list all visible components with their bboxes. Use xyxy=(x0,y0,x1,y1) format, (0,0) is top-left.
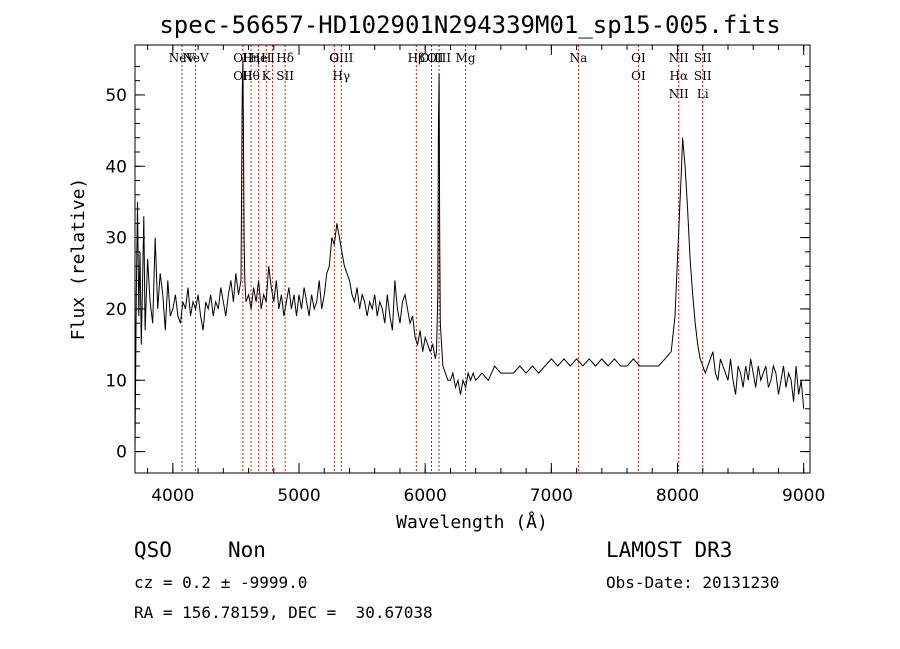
plot-frame xyxy=(134,44,811,474)
line-label: Hα xyxy=(669,69,688,83)
line-label: OI xyxy=(631,51,646,65)
x-tick-label: 9000 xyxy=(782,486,825,506)
line-label: OIII xyxy=(329,51,353,65)
line-label: OII xyxy=(233,51,253,65)
object-subclass: Non xyxy=(228,538,266,562)
line-label: OI xyxy=(631,69,646,83)
x-tick-label: 6000 xyxy=(404,486,447,506)
line-label: Hη xyxy=(242,51,260,65)
x-tick-label: 8000 xyxy=(656,486,699,506)
line-label: Na xyxy=(570,51,588,65)
x-axis-label: Wavelength (Å) xyxy=(396,511,548,533)
line-label: NII xyxy=(669,87,689,101)
chart-title: spec-56657-HD102901N294339M01_sp15-005.f… xyxy=(159,11,780,39)
spectrum-series xyxy=(134,59,805,452)
line-label: Mg xyxy=(456,51,476,65)
y-tick-label: 50 xyxy=(105,86,127,106)
line-label: Li xyxy=(697,87,709,101)
line-label: NII xyxy=(669,51,689,65)
x-tick-label: 4000 xyxy=(151,486,194,506)
y-tick-label: 10 xyxy=(105,371,127,391)
line-label: G xyxy=(330,51,340,65)
y-tick-label: 40 xyxy=(105,157,127,177)
observation-date: Obs-Date: 20131230 xyxy=(606,573,780,592)
axis-ticks: 4000 5000 6000 7000 8000 9000 0 10 20 30 40 50 xyxy=(105,45,825,506)
spectrum-chart: spec-56657-HD102901N294339M01_sp15-005.f… xyxy=(68,11,825,533)
line-label: NeV xyxy=(182,51,209,65)
line-label: I xyxy=(270,51,275,65)
x-tick-label: 7000 xyxy=(530,486,573,506)
line-label: OIII xyxy=(427,51,451,65)
coordinates-readout: RA = 156.78159, DEC = 30.67038 xyxy=(134,603,433,622)
line-label: K xyxy=(262,69,272,83)
line-label: Hθ xyxy=(242,69,260,83)
redshift-readout: cz = 0.2 ± -9999.0 xyxy=(134,573,308,592)
y-axis-label: Flux (relative) xyxy=(68,178,89,341)
line-label: He xyxy=(250,51,268,65)
object-class: QSO xyxy=(134,538,172,562)
line-label: Hδ xyxy=(276,51,294,65)
line-label: H xyxy=(261,51,271,65)
y-tick-label: 0 xyxy=(116,443,127,463)
x-tick-label: 5000 xyxy=(277,486,320,506)
y-tick-label: 20 xyxy=(105,300,127,320)
survey-name: LAMOST DR3 xyxy=(606,538,733,562)
line-label: SII xyxy=(694,51,712,65)
line-label: Hγ xyxy=(332,69,350,83)
line-label: NeV xyxy=(169,51,196,65)
spectral-line-markers xyxy=(181,45,704,473)
y-tick-label: 30 xyxy=(105,229,127,249)
line-label: SII xyxy=(276,69,294,83)
line-label: SII xyxy=(694,69,712,83)
line-label: Hβ xyxy=(408,51,425,65)
